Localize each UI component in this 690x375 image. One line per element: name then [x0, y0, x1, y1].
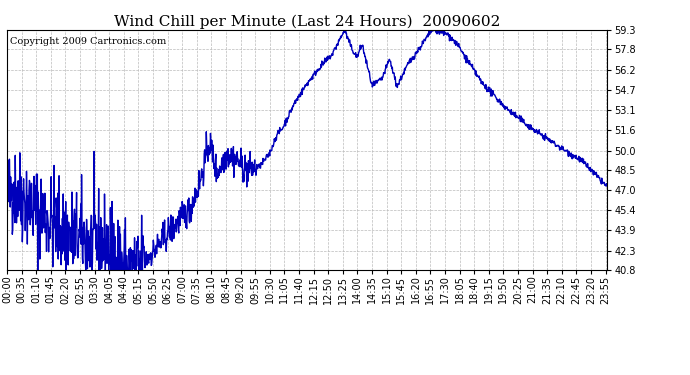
Text: Copyright 2009 Cartronics.com: Copyright 2009 Cartronics.com [10, 37, 166, 46]
Title: Wind Chill per Minute (Last 24 Hours)  20090602: Wind Chill per Minute (Last 24 Hours) 20… [114, 15, 500, 29]
